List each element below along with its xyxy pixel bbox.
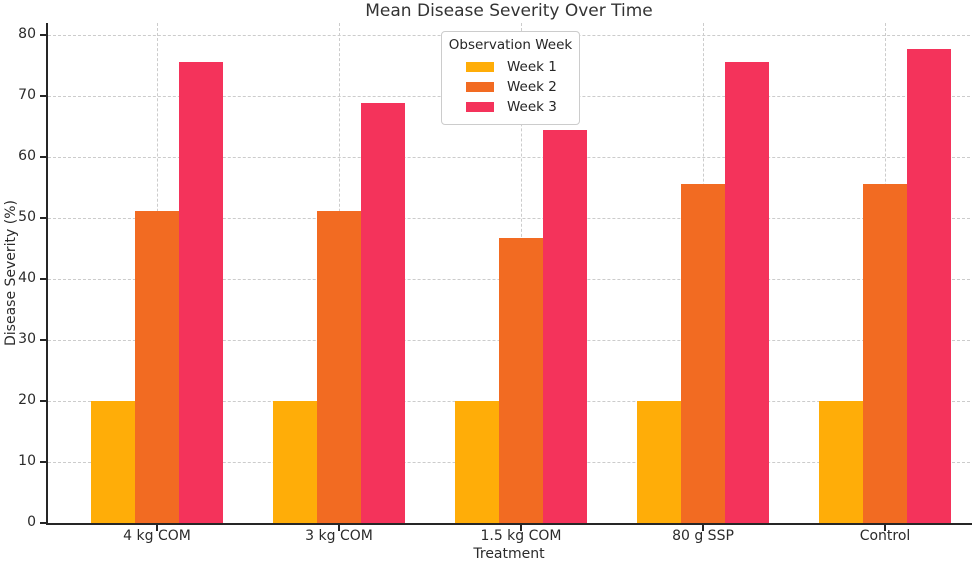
bar-week-3-3 (543, 130, 587, 523)
bar-week-3-2 (361, 102, 405, 523)
y-tick-label: 40 (18, 270, 36, 287)
bar-week-1-3 (455, 401, 499, 523)
x-tick-mark (156, 525, 158, 531)
x-axis-spine (46, 523, 972, 525)
x-tick-mark (884, 525, 886, 531)
y-tick-label: 50 (18, 209, 36, 226)
y-tick-mark (40, 217, 46, 220)
y-tick-mark (40, 400, 46, 403)
legend-swatch-week-3 (466, 102, 494, 112)
x-tick-mark (338, 525, 340, 531)
y-tick-mark (40, 278, 46, 281)
bar-week-2-5 (863, 183, 907, 523)
x-tick-label: 1.5 kg COM (480, 528, 562, 544)
legend-swatch-week-1 (466, 62, 494, 72)
y-tick-mark (40, 156, 46, 159)
legend-item-week-1: Week 1 (466, 57, 573, 77)
legend-label-week-3: Week 3 (507, 99, 557, 115)
horizontal-gridline (48, 218, 970, 220)
x-tick-label: Control (859, 528, 911, 544)
bar-week-3-4 (725, 62, 769, 523)
y-tick-mark (40, 522, 46, 524)
legend-title: Observation Week (448, 37, 573, 53)
y-tick-label: 30 (18, 331, 36, 348)
y-tick-mark (40, 339, 46, 342)
legend-label-week-2: Week 2 (507, 79, 557, 95)
plot-area (48, 23, 970, 523)
bar-week-2-4 (681, 183, 725, 523)
legend: Observation Week Week 1 Week 2 Week 3 (441, 31, 580, 125)
y-axis-spine (46, 23, 48, 525)
x-tick-label: 3 kg COM (305, 528, 373, 544)
legend-item-week-3: Week 3 (466, 97, 573, 117)
x-tick-mark (702, 525, 704, 531)
y-tick-mark (40, 461, 46, 464)
y-tick-label: 60 (18, 148, 36, 165)
bar-week-1-5 (819, 401, 863, 523)
bar-week-1-4 (637, 401, 681, 523)
y-tick-mark (40, 95, 46, 98)
legend-item-week-2: Week 2 (466, 77, 573, 97)
y-tick-label: 20 (18, 392, 36, 409)
y-tick-mark (40, 34, 46, 37)
y-tick-label: 80 (18, 26, 36, 43)
y-tick-label: 10 (18, 453, 36, 470)
legend-swatch-week-2 (466, 82, 494, 92)
y-tick-label: 0 (27, 514, 36, 530)
bar-week-2-3 (499, 238, 543, 523)
legend-label-week-1: Week 1 (507, 59, 557, 75)
chart-title: Mean Disease Severity Over Time (365, 1, 653, 21)
horizontal-gridline (48, 157, 970, 159)
x-tick-label: 80 g SSP (672, 528, 734, 544)
bar-week-2-2 (317, 211, 361, 523)
bar-week-3-5 (907, 48, 951, 523)
x-tick-label: 4 kg COM (123, 528, 191, 544)
bar-week-3-1 (179, 62, 223, 523)
bar-week-1-1 (91, 401, 135, 523)
bar-week-2-1 (135, 211, 179, 523)
bar-week-1-2 (273, 401, 317, 523)
y-tick-label: 70 (18, 87, 36, 104)
x-tick-mark (520, 525, 522, 531)
x-axis-label: Treatment (473, 546, 545, 562)
